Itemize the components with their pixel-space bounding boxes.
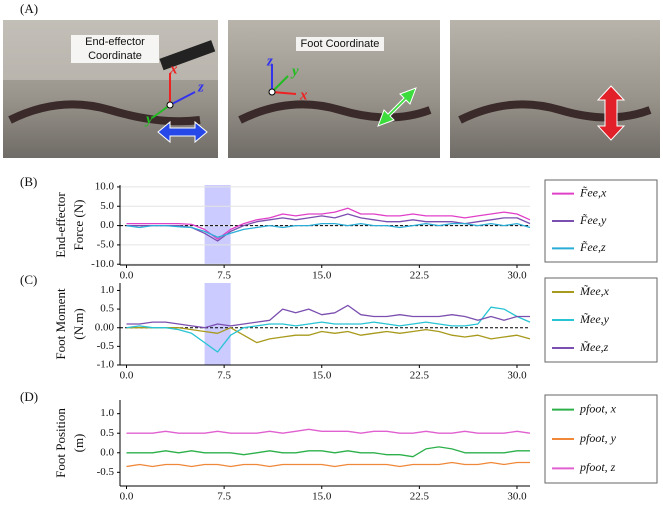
x-tick-label: 22.5 (410, 491, 430, 503)
x-tick-label: 7.5 (217, 270, 231, 282)
series-line (126, 222, 531, 238)
series-line (126, 304, 530, 329)
y-axis-label: Force (N) (71, 200, 86, 251)
x-tick-label: 0.0 (120, 491, 134, 503)
legend-label: pfoot, x (579, 401, 617, 415)
x-tick-label: 30.0 (507, 370, 527, 382)
x-tick-label: 7.5 (217, 370, 231, 382)
y-axis-label: End-effector (53, 192, 68, 258)
x-tick-label: 0.0 (120, 270, 134, 282)
series-line (126, 446, 530, 458)
chart: (B) End-effector Force (N) -10.0 -5.0 0.0 5.0 1… (20, 174, 658, 282)
x-tick-label: 22.5 (410, 370, 430, 382)
caption-bg (296, 37, 384, 51)
x-tick-label: 22.5 (410, 270, 430, 282)
photo-caption: Coordinate (88, 50, 142, 62)
x-tick-label: 30.0 (507, 491, 527, 503)
y-tick-label: 0.0 (100, 219, 114, 231)
series-line (126, 428, 531, 434)
x-tick-label: 7.5 (217, 491, 231, 503)
axis-letter: z (197, 79, 204, 95)
axis-letter: y (290, 63, 299, 79)
axis-letter: y (144, 111, 153, 127)
x-tick-label: 15.0 (312, 370, 332, 382)
photo-caption: Foot Coordinate (301, 38, 380, 50)
legend-label: M̃ee,z (579, 340, 609, 354)
y-axis-label: (m) (71, 434, 86, 453)
axis-letter: z (266, 53, 273, 69)
panel-label: (B) (20, 174, 37, 189)
panel-label: (C) (20, 272, 37, 287)
y-tick-label: 1.0 (100, 284, 114, 296)
axis-letter: x (169, 61, 178, 77)
y-tick-label: 0.5 (100, 427, 114, 439)
legend-label: M̃ee,y (579, 312, 610, 326)
y-tick-label: 0.00 (95, 321, 115, 333)
photo-caption: End-effector (85, 36, 145, 48)
chart: (D) Foot Position (m) -0.5 0.0 0.5 1.0 0.0 7.5 15… (20, 389, 658, 503)
y-tick-label: 10.0 (95, 180, 115, 192)
legend-label: F̃ee,x (579, 185, 607, 199)
chart: (C) Foot Moment (N.m) -1.0 -0.5 0.00 0.5 1.0 0.0… (20, 272, 658, 382)
y-tick-label: -1.0 (97, 359, 115, 371)
series-line (126, 327, 531, 344)
panel-label: (D) (20, 389, 38, 404)
highlight (204, 185, 231, 265)
legend-label: F̃ee,y (579, 213, 607, 227)
y-tick-label: -10.0 (91, 258, 114, 270)
y-tick-label: 1.0 (100, 407, 114, 419)
y-tick-label: 0.5 (100, 303, 114, 315)
legend-label: F̃ee,z (579, 240, 606, 254)
y-tick-label: -5.0 (97, 238, 115, 250)
x-tick-label: 0.0 (120, 370, 134, 382)
y-axis-label: Foot Position (53, 408, 68, 478)
y-axis-label: Foot Moment (53, 288, 68, 360)
series-line (126, 306, 531, 353)
legend-label: pfoot, z (579, 460, 616, 474)
axis-letter: x (299, 87, 308, 103)
x-tick-label: 30.0 (507, 270, 527, 282)
y-tick-label: 5.0 (100, 200, 114, 212)
series-line (126, 207, 531, 240)
y-tick-label: -0.5 (97, 466, 115, 478)
caption-bg (71, 35, 159, 49)
legend-label: pfoot, y (579, 431, 617, 445)
y-axis-label: (N.m) (71, 308, 86, 339)
series-line (126, 461, 530, 468)
panel-label: (A) (20, 1, 38, 16)
x-tick-label: 15.0 (312, 270, 332, 282)
legend-label: M̃ee,x (579, 284, 610, 298)
y-tick-label: -0.5 (97, 340, 115, 352)
caption-bg (71, 49, 159, 63)
x-tick-label: 15.0 (312, 491, 332, 503)
y-tick-label: 0.0 (100, 446, 114, 458)
